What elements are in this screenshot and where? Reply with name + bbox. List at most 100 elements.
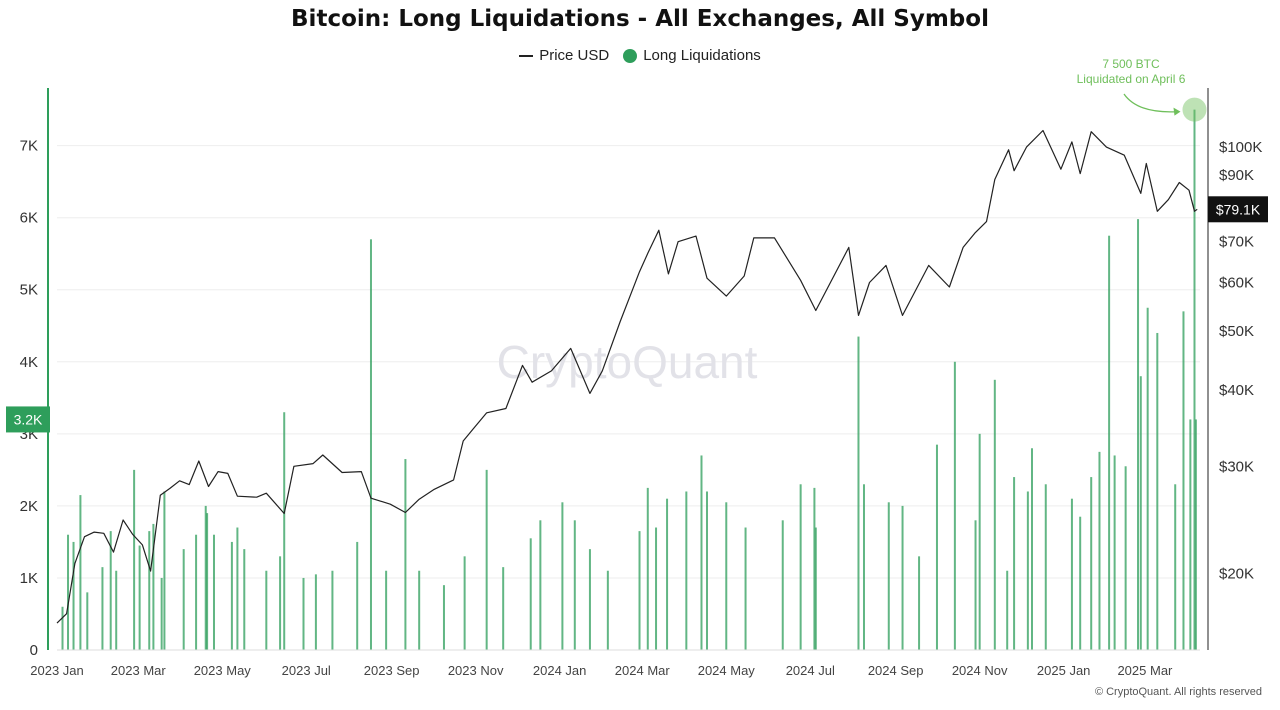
liquidation-bar (1193, 109, 1196, 651)
x-tick-label: 2023 Nov (448, 663, 504, 678)
liquidation-bar (1026, 491, 1029, 650)
liquidation-bar (1137, 219, 1140, 650)
liquidation-bar (1030, 448, 1033, 650)
y-right-tick-label: $70K (1219, 234, 1254, 251)
liquidation-bar (115, 570, 118, 650)
liquidation-bar (442, 585, 445, 650)
liquidation-bar (935, 444, 938, 650)
x-tick-label: 2024 Nov (952, 663, 1008, 678)
price-line (56, 129, 1198, 624)
liquidation-bar (1189, 419, 1192, 650)
liquidation-bar (109, 531, 112, 650)
liquidation-bar (744, 527, 747, 650)
liquidation-bar (204, 505, 207, 650)
y-right-tick-label: $30K (1219, 458, 1254, 475)
liquidation-bar (314, 574, 317, 650)
liquidation-bar (212, 534, 215, 650)
liquidation-bar (978, 433, 981, 650)
liquidation-bar (685, 491, 688, 650)
liquidation-bar (1194, 419, 1197, 650)
liquidation-bar (646, 487, 649, 650)
y-left-marker-badge (6, 406, 50, 433)
x-tick-label: 2023 Mar (111, 663, 167, 678)
liquidation-bar (283, 412, 286, 650)
x-tick-label: 2024 Jan (533, 663, 587, 678)
annotation-highlight-dot (1182, 97, 1207, 122)
liquidation-bar (160, 577, 163, 650)
liquidation-bar (133, 469, 136, 650)
x-tick-label: 2025 Jan (1037, 663, 1091, 678)
liquidation-bar (655, 527, 658, 650)
y-left-tick-label: 5K (20, 282, 38, 299)
y-left-tick-label: 6K (20, 210, 38, 227)
liquidation-bar (1146, 307, 1149, 650)
liquidation-bar (138, 545, 141, 650)
liquidation-bar (1113, 455, 1116, 650)
liquidation-bar (279, 556, 282, 650)
y-right-marker-badge (1208, 196, 1268, 223)
legend-label-price: Price USD (539, 47, 610, 64)
liquidation-bar (485, 469, 488, 650)
liquidation-bar (1182, 311, 1185, 650)
legend-item-liquidations[interactable]: Long Liquidations (623, 47, 761, 64)
liquidation-bar (67, 534, 70, 650)
x-tick-label: 2024 Jul (786, 663, 835, 678)
y-left-tick-label: 2K (20, 498, 38, 515)
x-tick-label: 2024 Mar (615, 663, 671, 678)
liquidation-bar (1013, 477, 1016, 650)
x-tick-label: 2024 May (698, 663, 756, 678)
liquidation-bar (529, 538, 532, 650)
liquidation-bar (265, 570, 268, 650)
liquidation-bar (887, 502, 890, 650)
liquidation-bar (781, 520, 784, 650)
copyright-text: © CryptoQuant. All rights reserved (1094, 686, 1262, 698)
y-left-tick-label: 1K (20, 570, 38, 587)
liquidation-bar (1070, 498, 1073, 650)
liquidation-bar (1098, 451, 1101, 650)
y-right-tick-label: $50K (1219, 323, 1254, 340)
liquidation-bar (463, 556, 466, 650)
liquidation-bar (236, 527, 239, 650)
legend-line-marker (519, 54, 534, 57)
liquidation-bar (195, 534, 198, 650)
liquidation-bar (502, 567, 505, 650)
axes-layer: 01K2K3K4K5K6K7K$20K$30K$40K$50K$60K$70K$… (6, 88, 1268, 678)
x-tick-label: 2024 Sep (868, 663, 924, 678)
liquidation-bar (1006, 570, 1009, 650)
liquidation-bar (79, 495, 82, 650)
liquidation-bar (953, 361, 956, 650)
annotation-arrow-line (1123, 93, 1179, 113)
liquidation-bar (666, 498, 669, 650)
liquidation-bar (814, 527, 817, 650)
y-left-tick-label: 4K (20, 354, 38, 371)
x-tick-label: 2023 Jul (282, 663, 331, 678)
x-tick-label: 2025 Mar (1117, 663, 1173, 678)
liquidation-bar (404, 459, 407, 650)
liquidation-bar (331, 570, 334, 650)
liquidation-bar (539, 520, 542, 650)
annotation-line-1: 7 500 BTC (1102, 57, 1160, 71)
liquidation-bar (1156, 332, 1159, 650)
liquidation-bar (561, 502, 564, 650)
liquidation-bar (901, 505, 904, 650)
x-tick-label: 2023 Sep (364, 663, 420, 678)
x-tick-label: 2023 Jan (30, 663, 84, 678)
liquidation-bar (369, 239, 372, 651)
liquidation-bar (356, 541, 359, 650)
liquidation-bar (206, 513, 209, 650)
liquidation-bar (705, 491, 708, 650)
legend-label-liquidations: Long Liquidations (643, 47, 761, 64)
liquidation-bar (1108, 235, 1111, 650)
liquidation-bar (163, 491, 166, 650)
liquidation-bar (1139, 376, 1142, 650)
annotation-arrow-head (1173, 107, 1181, 116)
liquidation-bar (606, 570, 609, 650)
liquidation-bars (61, 109, 1197, 651)
liquidation-bar (243, 549, 246, 650)
liquidation-bar (573, 520, 576, 650)
liquidation-bar (638, 531, 641, 650)
liquidation-bar (302, 577, 305, 650)
liquidation-bar (725, 502, 728, 650)
legend-item-price[interactable]: Price USD (519, 47, 609, 64)
